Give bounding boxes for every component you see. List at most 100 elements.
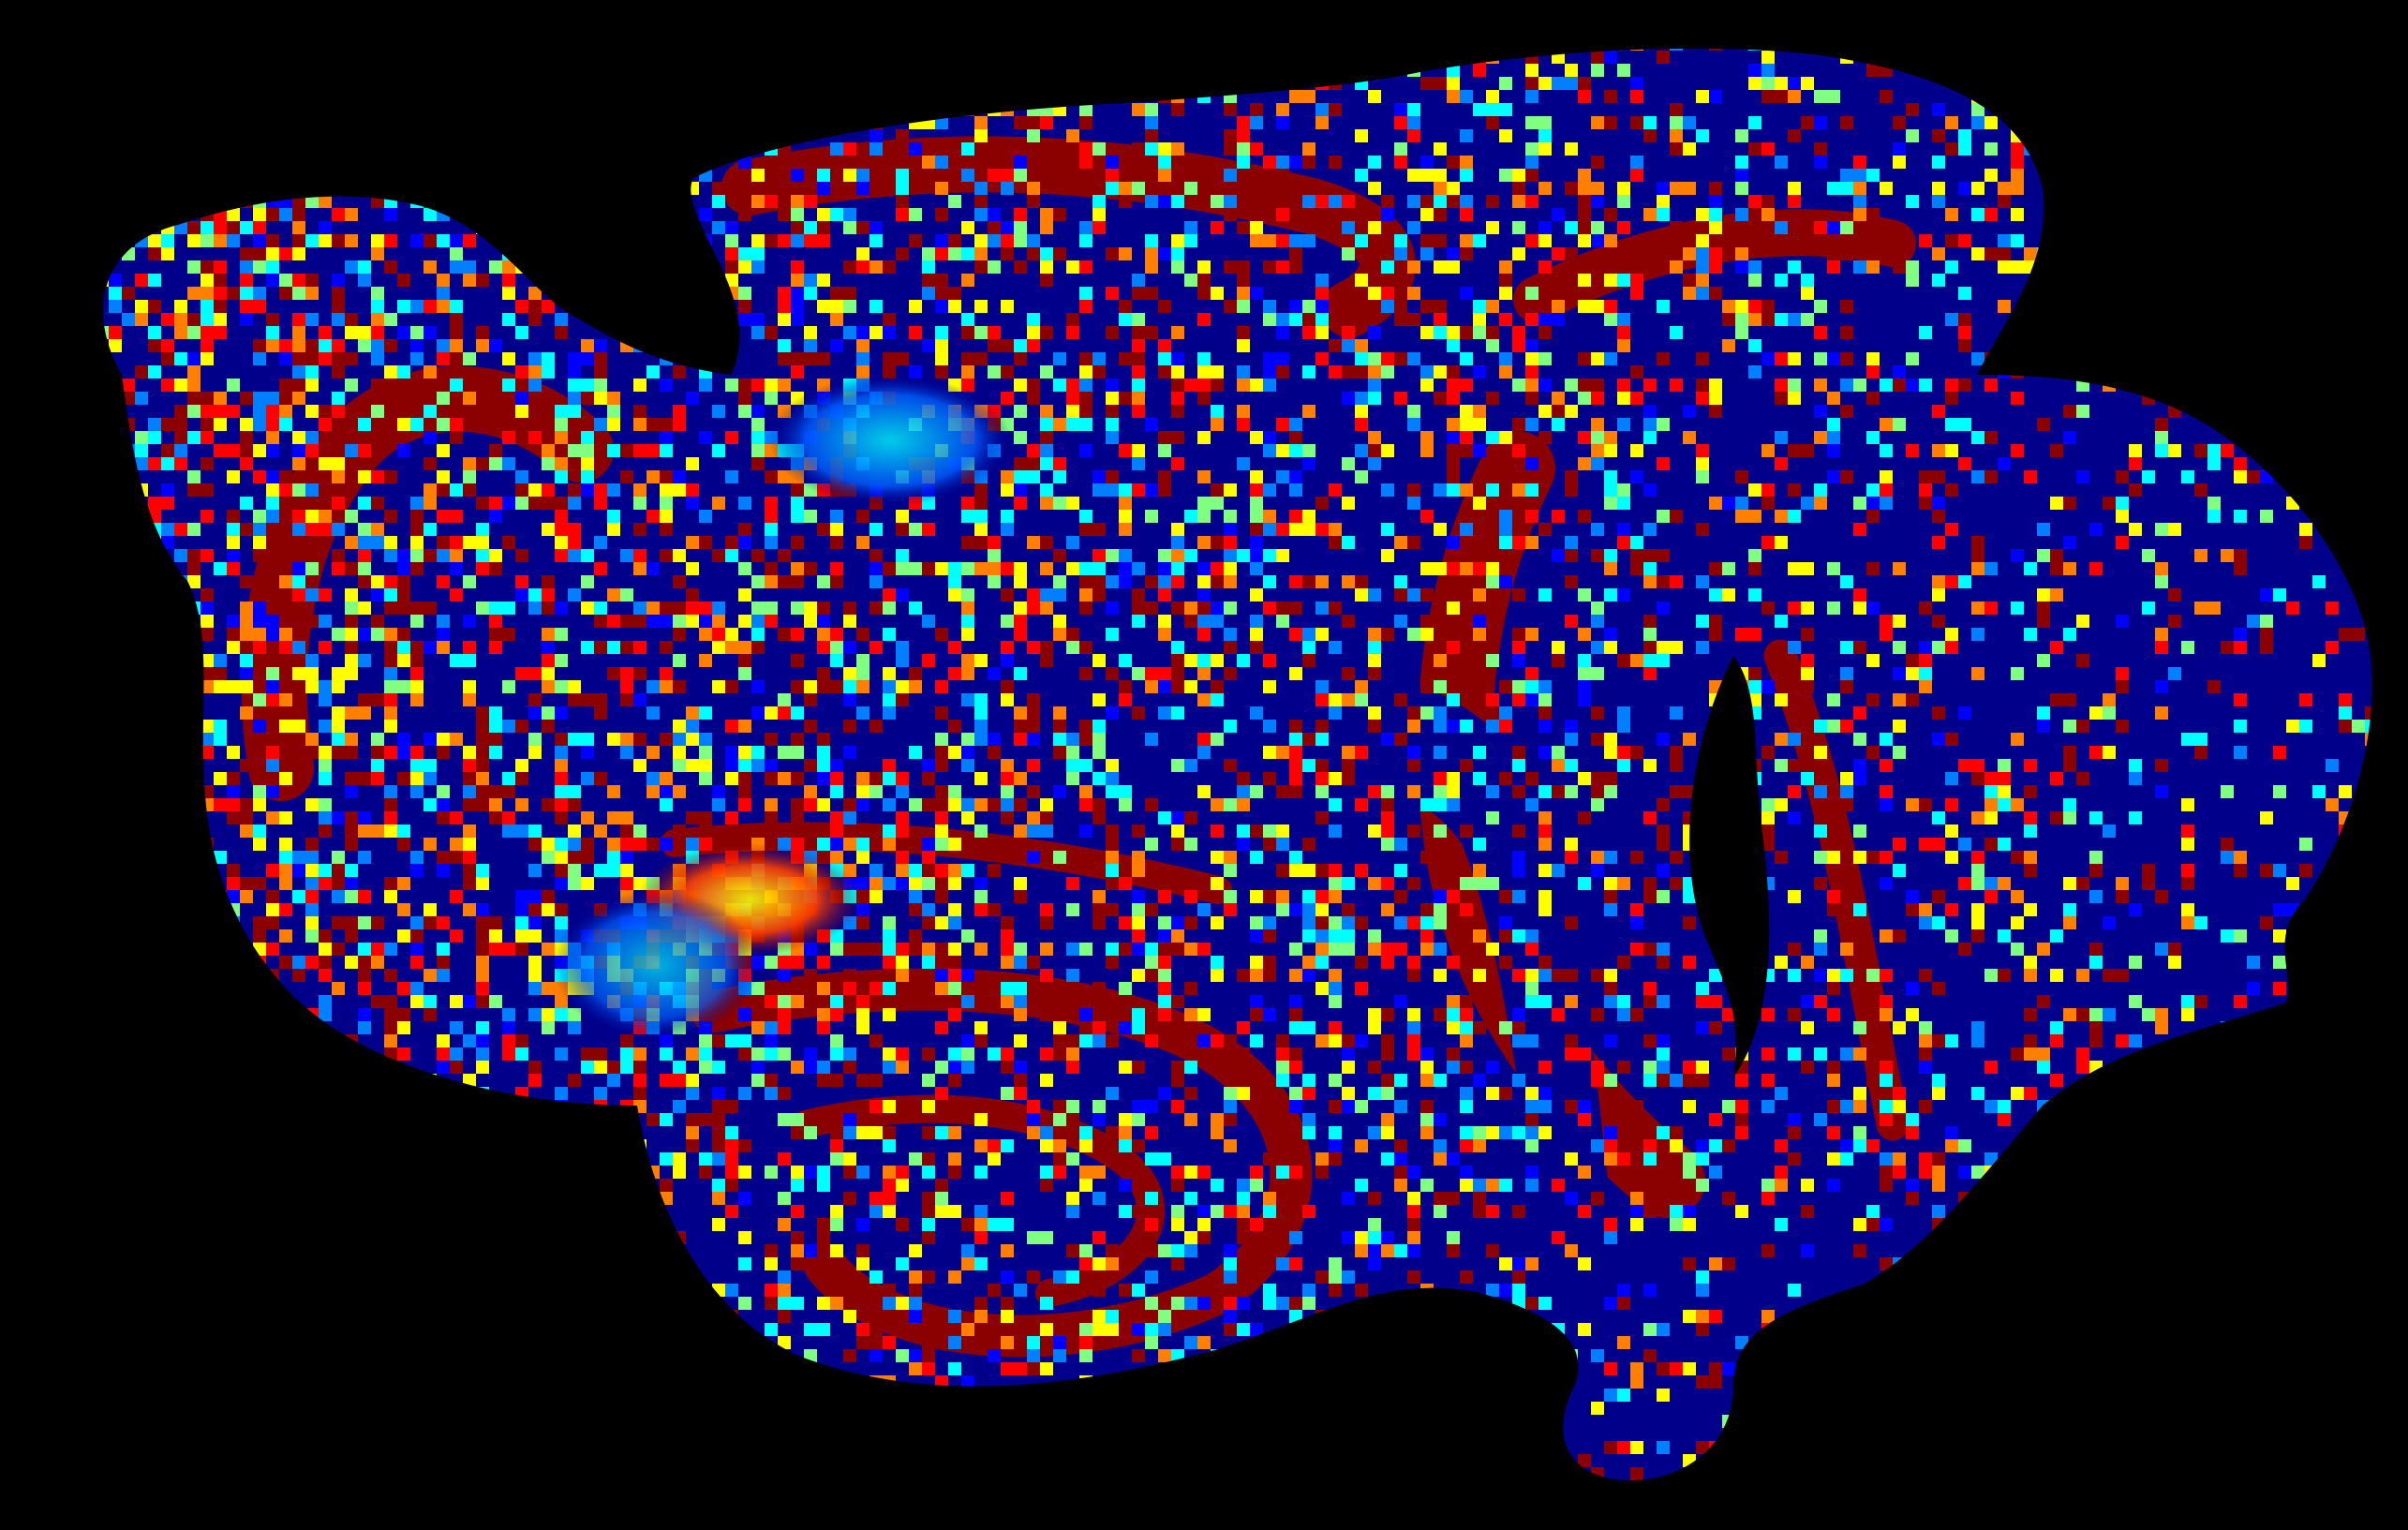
noise-pixel: [292, 562, 305, 575]
noise-pixel: [305, 287, 319, 300]
noise-pixel: [2089, 746, 2103, 759]
noise-pixel: [909, 680, 922, 693]
noise-pixel: [1932, 182, 1945, 195]
noise-pixel: [1250, 615, 1263, 628]
noise-pixel: [292, 549, 305, 562]
noise-pixel: [1119, 352, 1132, 365]
noise-pixel: [2103, 706, 2116, 720]
noise-pixel: [371, 497, 384, 510]
noise-pixel: [410, 693, 424, 706]
noise-pixel: [1224, 260, 1237, 274]
noise-pixel: [279, 379, 292, 392]
noise-pixel: [437, 536, 450, 549]
noise-pixel: [1499, 260, 1512, 274]
noise-pixel: [515, 943, 528, 956]
noise-pixel: [948, 956, 961, 969]
noise-pixel: [2155, 418, 2168, 431]
noise-pixel: [1696, 260, 1709, 274]
noise-pixel: [371, 339, 384, 352]
noise-pixel: [1460, 444, 1473, 457]
noise-pixel: [1040, 260, 1053, 274]
noise-pixel: [1853, 824, 1866, 838]
noise-pixel: [1525, 64, 1538, 77]
noise-pixel: [1906, 693, 1919, 706]
noise-pixel: [332, 746, 345, 759]
noise-pixel: [1538, 785, 1552, 798]
noise-pixel: [1053, 706, 1066, 720]
noise-pixel: [1853, 641, 1866, 654]
noise-pixel: [450, 654, 463, 667]
noise-pixel: [1053, 379, 1066, 392]
noise-pixel: [1748, 142, 1761, 156]
noise-pixel: [2063, 877, 2076, 890]
noise-pixel: [1630, 116, 1643, 129]
noise-pixel: [1473, 64, 1486, 77]
noise-pixel: [292, 274, 305, 287]
noise-pixel: [791, 628, 804, 641]
noise-pixel: [1578, 654, 1591, 667]
noise-pixel: [371, 746, 384, 759]
noise-pixel: [660, 641, 673, 654]
noise-pixel: [1197, 365, 1211, 379]
noise-pixel: [1735, 300, 1748, 313]
noise-pixel: [1027, 182, 1040, 195]
noise-pixel: [2076, 772, 2089, 785]
noise-pixel: [935, 864, 948, 877]
noise-pixel: [1499, 523, 1512, 536]
noise-pixel: [974, 352, 988, 365]
noise-pixel: [1250, 510, 1263, 523]
noise-pixel: [1420, 562, 1434, 575]
noise-pixel: [660, 615, 673, 628]
noise-pixel: [174, 326, 187, 339]
noise-pixel: [1276, 260, 1289, 274]
noise-pixel: [1315, 575, 1329, 588]
noise-pixel: [135, 457, 148, 470]
noise-pixel: [515, 824, 528, 838]
noise-pixel: [581, 379, 594, 392]
noise-pixel: [568, 549, 581, 562]
noise-pixel: [371, 772, 384, 785]
noise-pixel: [1001, 680, 1014, 693]
noise-pixel: [1132, 667, 1145, 680]
noise-pixel: [345, 641, 358, 654]
noise-pixel: [1066, 746, 1079, 759]
noise-pixel: [620, 824, 633, 838]
noise-pixel: [607, 444, 620, 457]
noise-pixel: [437, 641, 450, 654]
noise-pixel: [1473, 313, 1486, 326]
noise-pixel: [1158, 339, 1171, 352]
noise-pixel: [1158, 667, 1171, 680]
noise-pixel: [1998, 247, 2011, 260]
noise-pixel: [1617, 274, 1630, 287]
noise-pixel: [1630, 536, 1643, 549]
noise-pixel: [1984, 969, 1998, 982]
noise-pixel: [830, 510, 843, 523]
noise-pixel: [240, 628, 253, 641]
noise-pixel: [633, 379, 647, 392]
noise-pixel: [1145, 733, 1158, 746]
noise-pixel: [279, 772, 292, 785]
noise-pixel: [2089, 706, 2103, 720]
noise-pixel: [830, 628, 843, 641]
noise-pixel: [1066, 497, 1079, 510]
noise-pixel: [1512, 379, 1525, 392]
noise-pixel: [1486, 575, 1499, 588]
noise-pixel: [1302, 156, 1315, 169]
noise-pixel: [555, 549, 568, 562]
noise-pixel: [673, 418, 686, 431]
noise-pixel: [266, 575, 279, 588]
noise-pixel: [187, 352, 201, 365]
noise-pixel: [883, 877, 896, 890]
noise-pixel: [581, 838, 594, 851]
noise-pixel: [988, 260, 1001, 274]
noise-pixel: [1788, 444, 1801, 457]
noise-pixel: [305, 313, 319, 326]
noise-pixel: [712, 628, 725, 641]
noise-pixel: [1512, 339, 1525, 352]
noise-pixel: [476, 759, 489, 772]
noise-pixel: [594, 693, 607, 706]
noise-pixel: [1132, 182, 1145, 195]
noise-pixel: [476, 772, 489, 785]
noise-pixel: [1670, 116, 1683, 129]
noise-pixel: [1643, 995, 1657, 1008]
